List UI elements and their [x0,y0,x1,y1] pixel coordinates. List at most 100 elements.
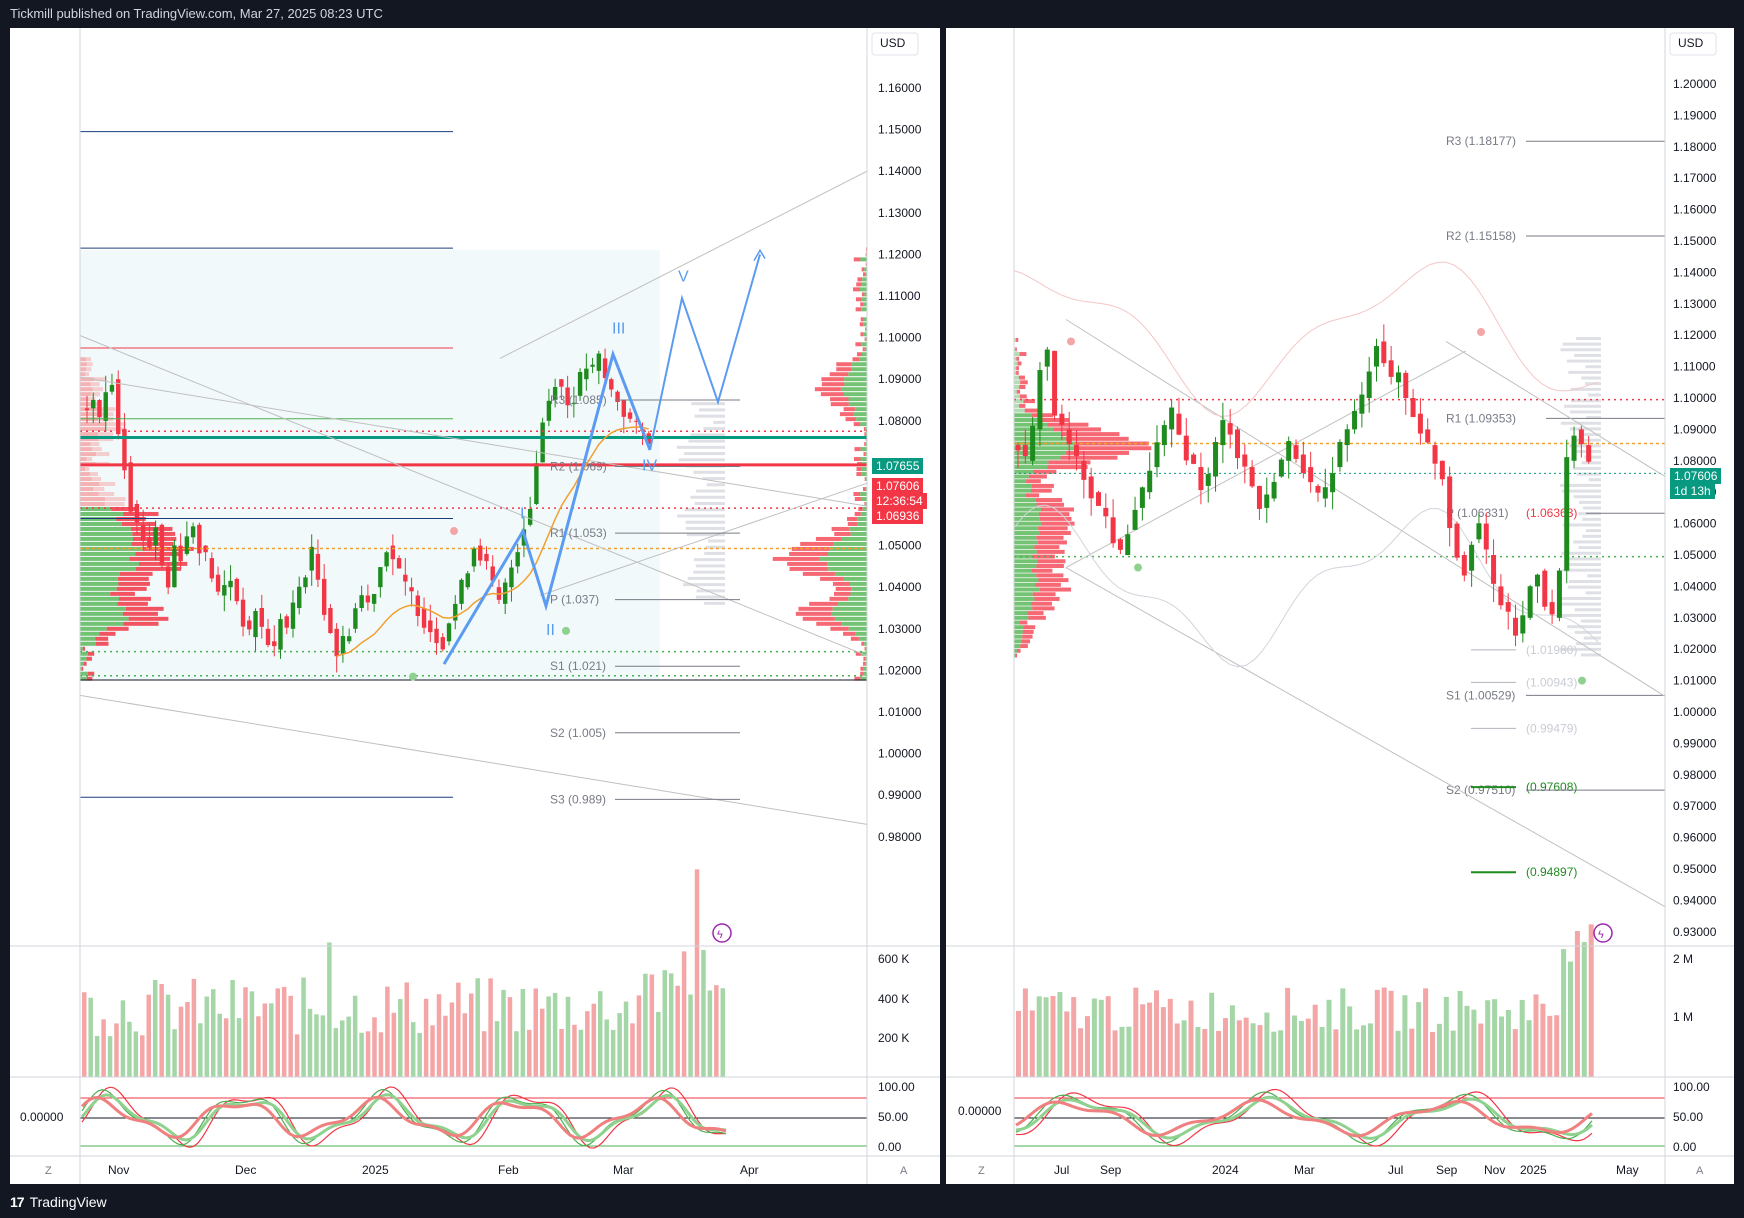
left-volume-profile-bar [98,437,114,442]
left-volume-profile-bar [80,362,87,367]
right-volume-profile-bar [1018,375,1025,380]
left-lightning-icon[interactable] [712,923,732,943]
right-volume-profile-bar [1014,450,1066,455]
tradingview-brand[interactable]: TradingView [29,1194,107,1210]
left-gray-profile-bar [699,408,725,412]
right-volume-bar [1340,988,1346,1077]
left-chart-svg[interactable]: R3 (1.085) R2 (1.069) R1 (1.053) P (1.037) S… [10,28,940,1184]
left-candle [309,546,314,571]
left-currency-box[interactable] [871,32,919,56]
right-volume-profile-bar [1016,648,1021,653]
right-gray-profile-bar [1579,500,1601,504]
left-volume-bar [372,1017,377,1077]
right-volume-profile-bar [1016,366,1019,371]
left-volume-profile-bar [119,596,151,601]
left-right-volume-profile-bar [855,297,862,302]
left-currency-label[interactable]: USD [880,36,906,50]
left-candle [546,400,552,421]
right-volume-bar [1029,1010,1035,1077]
right-a-button[interactable]: A [1696,1165,1704,1177]
left-time-label: Feb [498,1163,519,1177]
right-candle [1337,441,1343,468]
right-price-axis-label: 1.18000 [1673,140,1717,154]
left-volume-axis-label: 400 K [878,992,909,1006]
right-volume-bar [1298,1020,1304,1077]
left-right-volume-profile-bar [832,606,867,611]
right-volume-profile-bar [1014,408,1025,413]
right-channel-line [1445,341,1666,477]
left-right-volume-profile-bar [828,551,867,556]
left-right-volume-profile-bar [865,661,867,666]
chart-panel-left[interactable]: R3 (1.085) R2 (1.069) R1 (1.053) P (1.037) S… [10,28,940,1184]
right-volume-profile-bar [1037,540,1067,545]
left-candle [209,558,215,579]
right-volume-profile-bar [1033,469,1057,474]
right-candle [1242,454,1248,467]
left-right-volume-profile-bar [862,347,865,352]
left-right-volume-profile-bar [820,576,844,581]
right-volume-bar [1147,1002,1153,1077]
left-right-volume-profile-bar [856,467,862,472]
right-volume-profile-bar [1020,380,1028,385]
right-volume-profile-bar [1014,394,1020,399]
left-right-volume-profile-bar [860,422,867,427]
left-right-volume-profile-bar [795,611,832,616]
left-volume-bar [656,1011,661,1077]
left-z-button[interactable]: Z [45,1165,52,1177]
left-volume-profile-bar [122,611,158,616]
left-a-button[interactable]: A [900,1165,908,1177]
right-gray-profile-bar [1580,619,1601,623]
right-currency-box[interactable] [1669,32,1717,56]
right-gray-profile-bar [1560,348,1601,352]
left-right-volume-profile-bar [854,676,861,681]
left-right-volume-profile-bar [848,626,867,631]
right-gray-profile-bar [1559,602,1601,606]
left-time-label: 2025 [362,1163,389,1177]
left-volume-bar [275,988,280,1077]
left-right-volume-profile-bar [856,352,862,357]
right-gray-profile-bar [1582,534,1601,538]
left-price-axis-label: 1.14000 [878,164,922,178]
right-volume-profile-bar [1014,611,1028,616]
right-price-axis-label: 0.99000 [1673,736,1717,750]
left-volume-bar [481,1031,487,1077]
right-pivot-label: R3 (1.18177) [1446,134,1516,148]
left-volume-profile-bar [90,442,100,447]
chart-panel-right[interactable]: R3 (1.18177) R2 (1.15158) R1 (1.09353) P (1… [946,28,1734,1184]
left-gray-profile-bar [705,545,725,549]
left-volume-profile-bar [121,521,156,526]
left-candle [584,368,589,380]
left-right-volume-profile-bar [865,432,867,437]
right-candle [1022,445,1028,457]
left-volume-bar [314,1014,319,1077]
right-volume-profile-bar [1014,483,1032,488]
left-price-axis-label: 1.12000 [878,247,922,261]
left-volume-profile-bar [80,447,92,452]
right-candle [1513,617,1519,636]
left-volume-profile-bar [80,526,131,531]
right-volume-bar [1112,1030,1118,1077]
left-right-volume-profile-bar [815,536,842,541]
left-right-volume-profile-bar [851,586,867,591]
left-volume-profile-bar [80,636,96,641]
left-right-volume-profile-bar [844,377,867,382]
left-right-volume-profile-bar [858,506,863,511]
right-chart-svg[interactable]: R3 (1.18177) R2 (1.15158) R1 (1.09353) P (1… [946,28,1734,1184]
left-right-volume-profile-bar [852,357,860,362]
right-candle [1030,425,1036,461]
right-z-button[interactable]: Z [978,1165,985,1177]
left-volume-bar [617,1013,622,1077]
left-candle [297,586,302,608]
left-candle [228,580,233,588]
left-right-volume-profile-bar [855,342,862,347]
left-right-volume-profile-bar [853,287,861,292]
right-volume-profile-bar [1014,488,1031,493]
right-volume-bar [1333,1029,1339,1077]
right-lightning-icon[interactable] [1593,923,1613,943]
right-gray-profile-bar [1570,387,1601,391]
left-right-volume-profile-bar [787,561,828,566]
left-volume-bar [720,988,726,1077]
left-right-volume-profile-bar [821,382,845,387]
right-currency-label[interactable]: USD [1678,36,1704,50]
left-volume-profile-bar [116,586,147,591]
